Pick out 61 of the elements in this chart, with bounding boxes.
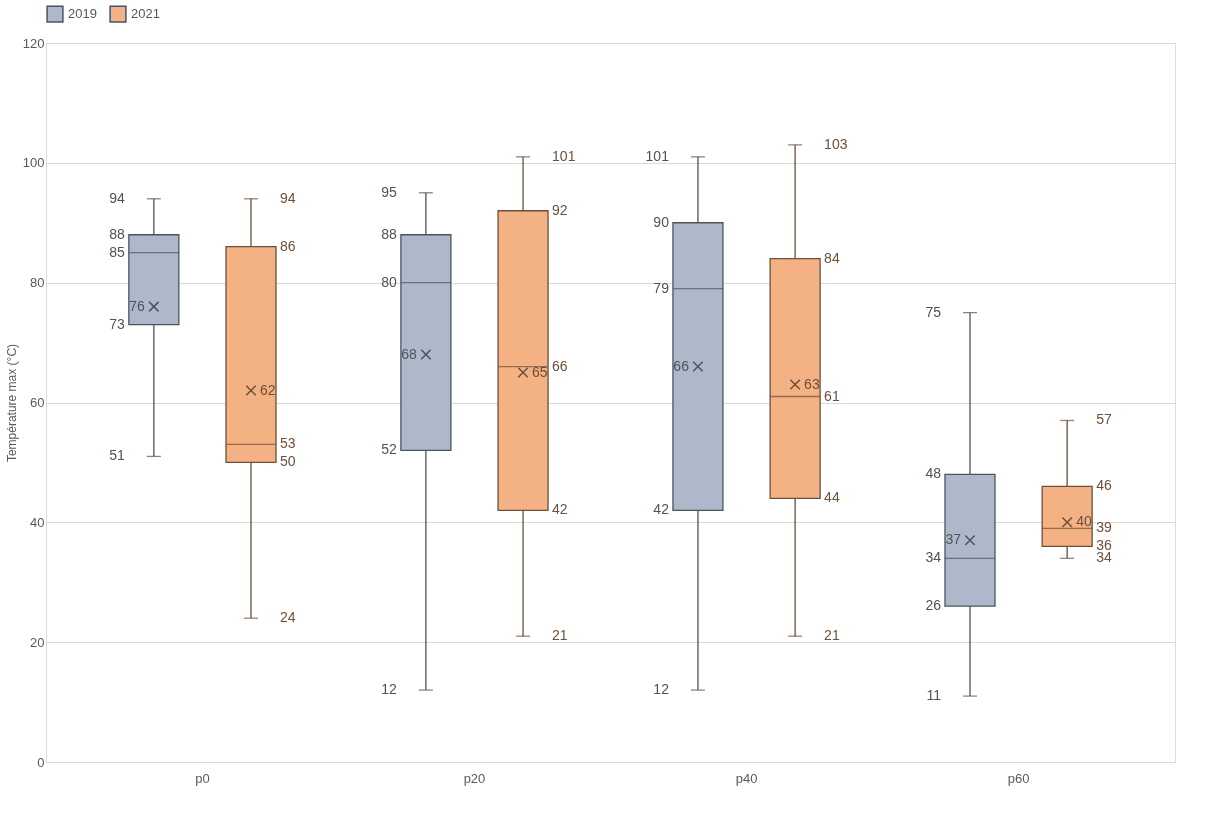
legend-label: 2019 [68,6,97,22]
annotation: 46 [1096,477,1112,494]
annotation: 95 [381,183,398,200]
y-tick-label: 40 [30,514,45,530]
annotation: 90 [653,213,670,230]
annotation: 50 [280,453,296,470]
annotation: 24 [280,609,296,626]
annotation: 61 [824,387,840,404]
annotation: 88 [109,225,126,242]
annotation: 21 [824,627,840,644]
annotation: 51 [109,447,126,464]
annotation: 94 [109,189,126,206]
annotation: 94 [280,189,296,206]
annotation: 73 [109,315,126,332]
annotation: 86 [280,237,296,254]
annotation: 76 [129,297,146,314]
annotation: 80 [381,273,398,290]
x-tick-label: p60 [1007,770,1030,786]
annotation: 88 [381,225,398,242]
annotation: 84 [824,249,840,266]
annotation: 101 [552,147,576,164]
annotation: 63 [804,375,820,392]
y-tick-label: 0 [37,754,45,770]
annotation: 92 [552,201,568,218]
x-tick-label: p40 [735,770,758,786]
annotation: 79 [653,279,670,296]
y-tick-label: 80 [30,275,45,291]
annotation: 34 [1096,549,1112,566]
annotation: 48 [925,465,942,482]
y-tick-label: 60 [30,395,45,410]
annotation: 34 [925,549,942,566]
y-tick-label: 100 [22,155,45,171]
annotation: 62 [260,381,276,398]
annotation: 21 [552,627,568,644]
annotation: 66 [673,357,690,374]
annotation: 39 [1096,519,1112,536]
annotation: 42 [653,501,670,518]
annotation: 11 [926,687,942,704]
annotation: 44 [824,489,840,506]
annotation: 103 [824,135,848,152]
annotation: 40 [1076,513,1092,530]
y-tick-label: 20 [30,634,45,650]
annotation: 37 [945,531,962,548]
x-tick-label: p20 [463,770,486,786]
annotation: 42 [552,501,568,518]
y-axis-title: Température max (°C) [4,343,19,463]
annotation: 68 [401,345,418,362]
annotation: 53 [280,435,296,452]
y-tick-label: 120 [22,35,45,51]
annotation: 12 [381,681,398,698]
annotation: 26 [925,597,942,614]
legend-label: 2021 [131,6,160,22]
annotation: 101 [645,147,670,164]
annotation: 57 [1096,411,1112,428]
annotation: 65 [532,363,548,380]
x-tick-label: p0 [195,770,210,786]
annotation: 12 [653,681,670,698]
annotation: 75 [925,303,942,320]
annotation: 52 [381,441,398,458]
annotation: 66 [552,357,568,374]
annotation: 85 [109,243,126,260]
